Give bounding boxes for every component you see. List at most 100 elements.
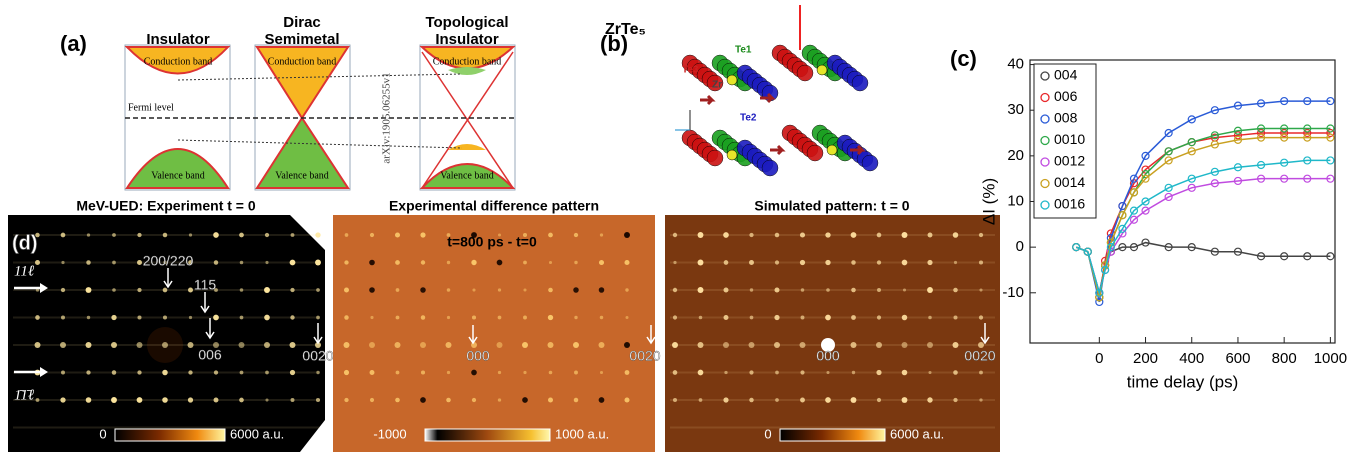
y-tick-label: 0 xyxy=(1016,238,1024,255)
spot xyxy=(599,287,605,293)
spot xyxy=(523,261,527,265)
spot xyxy=(549,371,553,375)
spot xyxy=(447,288,451,292)
spot xyxy=(498,288,501,291)
spot xyxy=(395,260,400,265)
formula: ZrTe₅ xyxy=(605,21,646,38)
spot xyxy=(447,316,450,319)
spot xyxy=(497,260,503,266)
spot xyxy=(446,342,452,348)
spot xyxy=(549,261,552,264)
y-tick-label: 30 xyxy=(1007,101,1024,118)
colorbar-label: 0 xyxy=(99,426,106,441)
panel-label: (a) xyxy=(60,31,87,56)
spot xyxy=(344,288,349,293)
spot xyxy=(420,342,426,348)
x-tick-label: 0 xyxy=(1095,350,1103,367)
fermi-label: Fermi level xyxy=(128,102,174,113)
legend-label: 006 xyxy=(1054,88,1078,104)
arrow xyxy=(700,96,712,104)
spot xyxy=(600,316,603,319)
spot xyxy=(471,370,477,376)
spot xyxy=(345,233,349,237)
atom-label: Te3 xyxy=(682,65,699,76)
spot xyxy=(522,342,528,348)
spot xyxy=(395,342,401,348)
colorbar-label: 1000 a.u. xyxy=(555,426,609,441)
spot xyxy=(522,397,528,403)
atom xyxy=(817,65,827,75)
y-axis-label: ΔI (%) xyxy=(979,178,998,225)
spot xyxy=(573,342,579,348)
spot xyxy=(396,371,400,375)
y-tick-label: 10 xyxy=(1007,192,1024,209)
column-title: Topological xyxy=(425,14,508,31)
x-tick-label: 600 xyxy=(1225,350,1250,367)
spot xyxy=(523,316,527,320)
atom xyxy=(727,75,737,85)
spot xyxy=(370,398,374,402)
spot xyxy=(344,315,348,319)
y-tick-label: 40 xyxy=(1007,56,1024,73)
column-title: Insulator xyxy=(435,31,499,48)
atom xyxy=(797,65,813,81)
spot xyxy=(421,370,425,374)
atom-label: Te2 xyxy=(740,113,757,124)
colorbar xyxy=(115,429,225,441)
band-label: Conduction band xyxy=(144,56,213,67)
row-label: 11ℓ xyxy=(14,263,34,279)
spot xyxy=(498,371,501,374)
spot xyxy=(497,342,503,348)
x-tick-label: 800 xyxy=(1272,350,1297,367)
crystal-structure xyxy=(675,5,878,176)
spot xyxy=(523,288,526,291)
atom xyxy=(852,75,868,91)
spot xyxy=(344,370,349,375)
chart: (c)-1001020304002004006008001000time del… xyxy=(950,46,1347,392)
annotation: 006 xyxy=(198,347,222,363)
colorbar-label: -1000 xyxy=(373,426,406,441)
page: { "panel_a": {"label": "(a)", "columns":… xyxy=(0,0,1355,452)
x-tick-label: 1000 xyxy=(1314,350,1347,367)
band-label: Conduction band xyxy=(268,56,337,67)
image-title: MeV-UED: Experiment t = 0 xyxy=(76,198,256,214)
annotation: 200/220 xyxy=(143,253,194,269)
legend-label: 0010 xyxy=(1054,131,1085,147)
spot xyxy=(625,316,628,319)
spot xyxy=(420,397,426,403)
spot xyxy=(573,287,578,292)
spot xyxy=(548,398,553,403)
atom xyxy=(827,145,837,155)
spot xyxy=(344,260,348,264)
spot xyxy=(396,288,400,292)
annotation: 000 xyxy=(466,348,490,364)
spot xyxy=(446,398,451,403)
atom xyxy=(862,155,878,171)
band-label: Valence band xyxy=(275,170,329,181)
annotation: 000 xyxy=(816,348,840,364)
spot xyxy=(523,371,526,374)
spot xyxy=(548,233,553,238)
x-axis-label: time delay (ps) xyxy=(1127,372,1238,391)
spot xyxy=(624,232,630,238)
y-tick-label: -10 xyxy=(1002,284,1024,301)
spot xyxy=(369,260,375,266)
spot xyxy=(548,315,553,320)
annotation: 115 xyxy=(194,277,217,293)
atom xyxy=(727,150,737,160)
spot xyxy=(600,371,603,374)
spot xyxy=(370,316,373,319)
spot xyxy=(574,371,578,375)
annotation: t=800 ps - t=0 xyxy=(447,234,537,250)
spot xyxy=(599,260,604,265)
figure: (c)-1001020304002004006008001000time del… xyxy=(0,0,1355,452)
spot xyxy=(548,342,554,348)
column-title: Insulator xyxy=(146,31,210,48)
column-title: Dirac xyxy=(283,14,321,31)
spot xyxy=(447,371,450,374)
spot xyxy=(625,370,630,375)
spot xyxy=(472,315,476,319)
spot xyxy=(396,316,400,320)
spot xyxy=(420,287,425,292)
legend-label: 008 xyxy=(1054,110,1078,126)
